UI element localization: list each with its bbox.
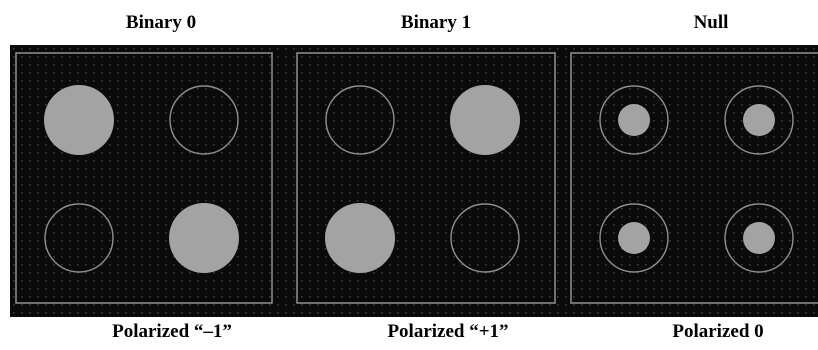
empty-dot-ring xyxy=(169,85,239,155)
empty-dot-ring xyxy=(724,85,794,155)
charged-dot xyxy=(325,203,395,273)
panel-1-title: Binary 0 xyxy=(125,12,197,33)
empty-dot-ring xyxy=(44,203,114,273)
empty-dot-ring xyxy=(450,203,520,273)
cell-frame xyxy=(15,52,273,304)
charged-dot xyxy=(450,85,520,155)
empty-dot-ring xyxy=(599,85,669,155)
empty-dot-ring xyxy=(724,203,794,273)
cell-panel-2 xyxy=(296,52,556,304)
cell-frame xyxy=(570,52,818,304)
cell-panel-3 xyxy=(570,52,818,304)
half-charged-dot xyxy=(743,222,775,254)
panel-2-caption: Polarized “+1” xyxy=(387,321,509,342)
empty-dot-ring xyxy=(325,85,395,155)
cell-frame xyxy=(296,52,556,304)
cell-panel-1 xyxy=(15,52,273,304)
charged-dot xyxy=(44,85,114,155)
half-charged-dot xyxy=(618,222,650,254)
background-grid xyxy=(10,45,818,317)
empty-dot-ring xyxy=(599,203,669,273)
half-charged-dot xyxy=(743,104,775,136)
panel-2-title: Binary 1 xyxy=(400,12,472,33)
panel-3-caption: Polarized 0 xyxy=(672,321,764,342)
panel-3-title: Null xyxy=(693,12,729,33)
panel-1-caption: Polarized “–1” xyxy=(112,321,232,342)
quantum-dot-cells-diagram xyxy=(10,45,818,317)
half-charged-dot xyxy=(618,104,650,136)
charged-dot xyxy=(169,203,239,273)
